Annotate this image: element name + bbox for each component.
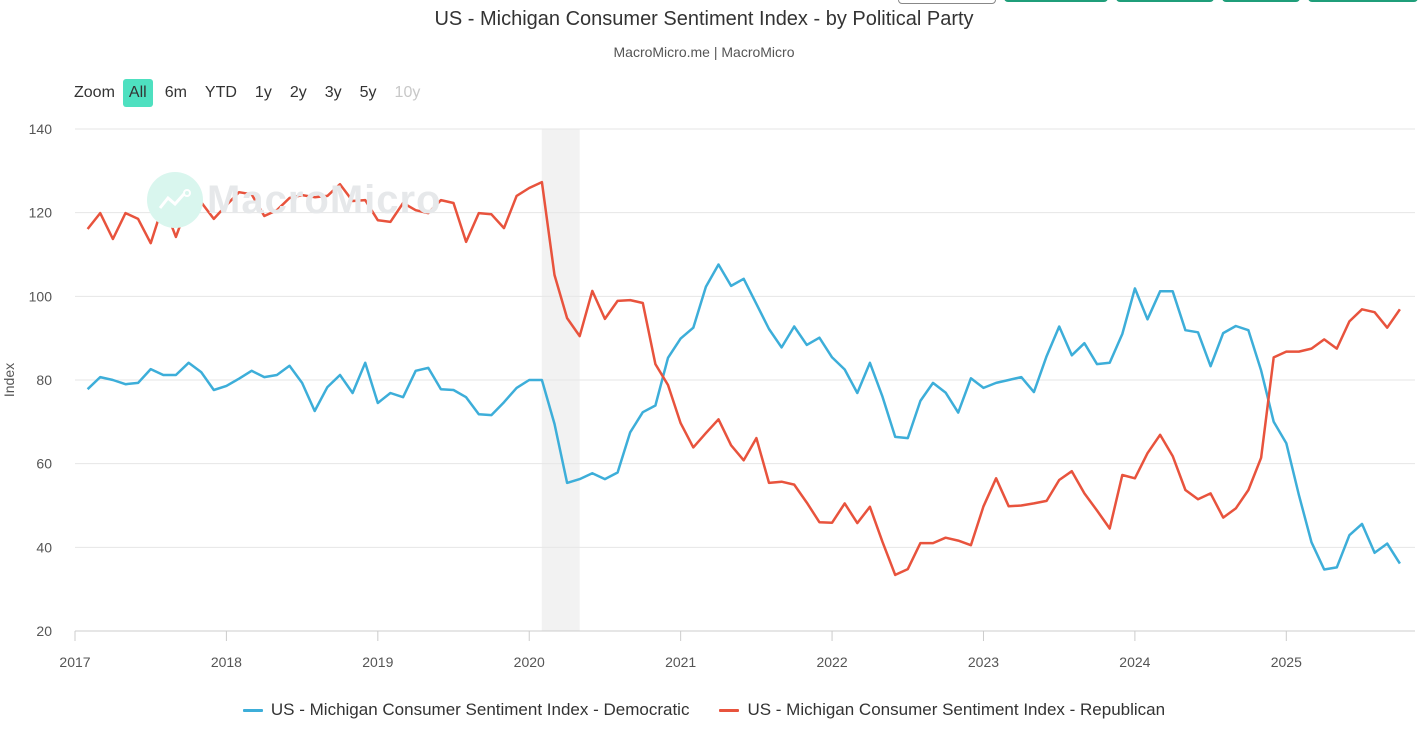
zoom-all-button[interactable]: All [122,79,153,107]
range-selector: Zoom All 6m YTD 1y 2y 3y 5y 10y [74,79,432,107]
x-tick-label: 2018 [211,654,242,670]
zoom-3y-button[interactable]: 3y [324,84,342,101]
legend-swatch-republican [719,708,740,712]
x-tick-label: 2022 [816,654,847,670]
legend-swatch-democratic [242,708,263,712]
x-tick-label: 2024 [1119,654,1150,670]
watermark: MacroMicro [147,172,442,228]
zoom-2y-button[interactable]: 2y [289,84,307,101]
y-tick-label: 100 [29,288,53,304]
y-tick-label: 120 [29,205,53,221]
x-tick-label: 2025 [1271,654,1302,670]
y-tick-label: 60 [36,456,52,472]
watermark-logo-icon [147,172,203,228]
toolbar-button-5[interactable] [1308,0,1418,2]
legend-item-democratic[interactable]: US - Michigan Consumer Sentiment Index -… [242,700,690,720]
top-toolbar [898,0,1418,4]
zoom-ytd-button[interactable]: YTD [204,84,237,101]
zoom-10y-button[interactable]: 10y [394,84,421,101]
x-tick-label: 2019 [362,654,393,670]
x-tick-label: 2020 [514,654,545,670]
zoom-5y-button[interactable]: 5y [359,84,377,101]
y-tick-label: 20 [36,623,52,639]
toolbar-button-2[interactable] [1004,0,1108,2]
legend-label-democratic: US - Michigan Consumer Sentiment Index -… [270,700,690,719]
toolbar-button-3[interactable] [1116,0,1214,2]
x-tick-label: 2023 [968,654,999,670]
series-line-democratic [86,263,1401,571]
y-tick-label: 40 [36,539,52,555]
legend-label-republican: US - Michigan Consumer Sentiment Index -… [747,700,1166,719]
chart-title: US - Michigan Consumer Sentiment Index -… [434,8,974,30]
y-tick-label: 140 [29,121,53,137]
y-tick-label: 80 [36,372,52,388]
toolbar-button-4[interactable] [1222,0,1300,2]
zoom-6m-button[interactable]: 6m [164,84,187,101]
series-line-republican [86,180,1401,577]
x-tick-label: 2021 [665,654,696,670]
y-axis-title: Index [1,363,17,397]
watermark-text: MacroMicro [207,177,442,222]
zoom-label: Zoom [74,84,115,101]
legend-item-republican[interactable]: US - Michigan Consumer Sentiment Index -… [719,700,1165,720]
zoom-1y-button[interactable]: 1y [254,84,272,101]
x-tick-label: 2017 [59,654,90,670]
chart-subtitle: MacroMicro.me | MacroMicro [613,44,795,60]
legend: US - Michigan Consumer Sentiment Index -… [0,700,1408,720]
